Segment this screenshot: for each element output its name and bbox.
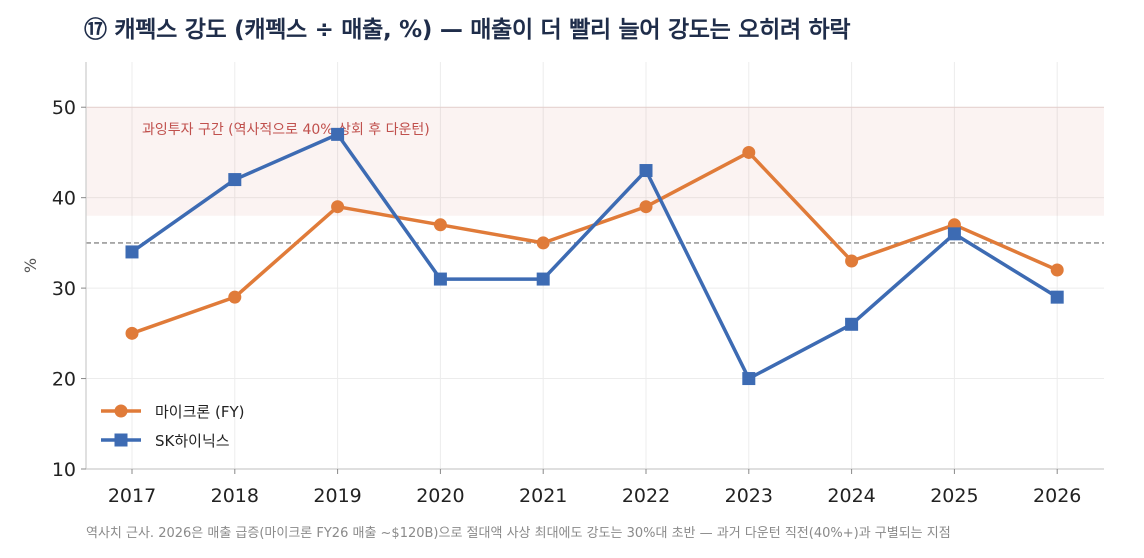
legend-marker [114,433,128,447]
data-point [433,272,447,286]
data-point [228,290,242,304]
band-label: 과잉투자 구간 (역사적으로 40% 상회 후 다운턴) [142,122,430,138]
series-line [130,132,1059,381]
data-point [639,164,653,178]
legend-label: 마이크론 (FY) [155,403,244,421]
data-point [845,254,859,268]
data-point [125,245,139,259]
x-tick-label: 2024 [827,485,875,507]
data-point [331,127,345,141]
data-point [331,200,345,214]
axes: 10 20 30 40 50 2017 2018 2019 2020 2021 2022 2023 20… [21,62,1104,507]
y-tick-label: 10 [52,459,76,481]
footnote: 역사치 근사. 2026은 매출 급증(마이크론 FY26 매출 ~$120B)… [86,526,951,541]
y-axis-label: % [21,258,40,273]
data-point [536,272,550,286]
data-point [1050,263,1064,277]
data-point [845,317,859,331]
legend-label: SK하이닉스 [155,432,230,450]
data-point [947,227,961,241]
data-point [125,326,139,340]
legend-marker [114,404,128,418]
overinvestment-band: 과잉투자 구간 (역사적으로 40% 상회 후 다운턴) [86,106,1104,216]
data-point [742,145,756,159]
data-point [639,200,653,214]
y-tick-label: 40 [52,188,76,210]
chart-title: ⑰ 캐펙스 강도 (캐펙스 ÷ 매출, %) — 매출이 더 빨리 늘어 강도는… [84,17,851,43]
x-tick-label: 2023 [725,485,773,507]
data-point [536,236,550,250]
x-tick-label: 2022 [622,485,670,507]
legend: 마이크론 (FY) SK하이닉스 [101,403,244,450]
data-point [433,218,447,232]
x-tick-label: 2025 [930,485,978,507]
band-rect [86,107,1104,216]
x-tick-label: 2017 [108,485,156,507]
x-tick-label: 2018 [211,485,259,507]
x-tick-label: 2021 [519,485,567,507]
y-tick-label: 20 [52,369,76,391]
data-point [1050,290,1064,304]
series-layer [125,127,1064,386]
y-tick-label: 50 [52,97,76,119]
data-point [228,173,242,187]
x-tick-label: 2026 [1033,485,1081,507]
x-tick-label: 2019 [313,485,361,507]
y-tick-label: 30 [52,278,76,300]
x-tick-label: 2020 [416,485,464,507]
data-point [742,372,756,386]
